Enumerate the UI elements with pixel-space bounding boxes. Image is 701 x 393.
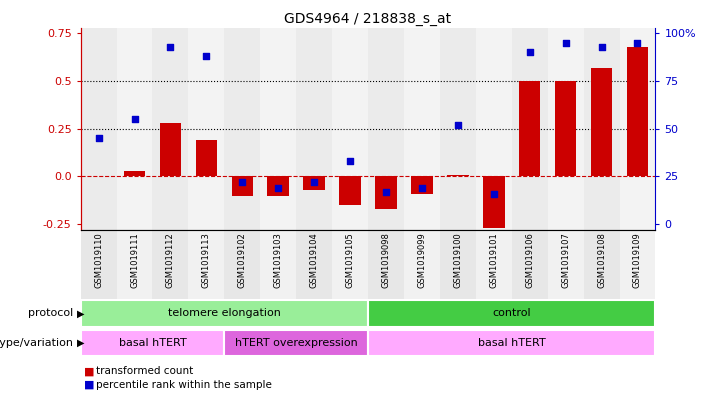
- Bar: [447, 174, 468, 176]
- Text: percentile rank within the sample: percentile rank within the sample: [96, 380, 272, 390]
- Bar: [368, 28, 404, 230]
- Bar: [81, 300, 368, 327]
- Text: GSM1019107: GSM1019107: [561, 232, 570, 288]
- Text: genotype/variation: genotype/variation: [0, 338, 74, 348]
- Bar: [547, 28, 584, 230]
- Text: control: control: [492, 309, 531, 318]
- Bar: [153, 28, 189, 230]
- Bar: [476, 28, 512, 230]
- Text: GSM1019110: GSM1019110: [94, 232, 103, 288]
- Point: [129, 116, 140, 122]
- Bar: [260, 230, 297, 299]
- Bar: [440, 28, 476, 230]
- Bar: [304, 176, 325, 190]
- Text: GSM1019111: GSM1019111: [130, 232, 139, 288]
- Bar: [512, 28, 547, 230]
- Bar: [368, 230, 404, 299]
- Text: GSM1019103: GSM1019103: [273, 232, 283, 288]
- Title: GDS4964 / 218838_s_at: GDS4964 / 218838_s_at: [285, 13, 451, 26]
- Bar: [224, 330, 368, 356]
- Bar: [404, 28, 440, 230]
- Point: [596, 44, 607, 50]
- Text: GSM1019100: GSM1019100: [454, 232, 463, 288]
- Text: ■: ■: [84, 366, 95, 376]
- Bar: [375, 176, 397, 209]
- Point: [452, 122, 463, 128]
- Bar: [297, 230, 332, 299]
- Bar: [116, 28, 153, 230]
- Text: GSM1019112: GSM1019112: [166, 232, 175, 288]
- Bar: [116, 230, 153, 299]
- Point: [488, 191, 499, 197]
- Bar: [189, 28, 224, 230]
- Bar: [332, 28, 368, 230]
- Text: GSM1019106: GSM1019106: [525, 232, 534, 288]
- Bar: [81, 330, 224, 356]
- Bar: [339, 176, 361, 205]
- Bar: [160, 123, 181, 176]
- Point: [93, 135, 104, 141]
- Text: GSM1019098: GSM1019098: [381, 232, 390, 288]
- Bar: [268, 176, 289, 196]
- Text: GSM1019101: GSM1019101: [489, 232, 498, 288]
- Text: basal hTERT: basal hTERT: [478, 338, 545, 348]
- Text: GSM1019104: GSM1019104: [310, 232, 319, 288]
- Text: transformed count: transformed count: [96, 366, 193, 376]
- Bar: [476, 230, 512, 299]
- Bar: [368, 300, 655, 327]
- Point: [381, 189, 392, 195]
- Bar: [196, 140, 217, 176]
- Bar: [231, 176, 253, 196]
- Text: GSM1019102: GSM1019102: [238, 232, 247, 288]
- Bar: [620, 28, 655, 230]
- Bar: [591, 68, 613, 176]
- Bar: [224, 230, 260, 299]
- Bar: [547, 230, 584, 299]
- Bar: [124, 171, 145, 176]
- Bar: [519, 81, 540, 176]
- Point: [308, 179, 320, 185]
- Bar: [584, 28, 620, 230]
- Bar: [368, 330, 655, 356]
- Point: [524, 49, 536, 55]
- Point: [273, 185, 284, 191]
- Bar: [189, 230, 224, 299]
- Bar: [627, 47, 648, 176]
- Text: GSM1019113: GSM1019113: [202, 232, 211, 288]
- Text: GSM1019109: GSM1019109: [633, 232, 642, 288]
- Bar: [224, 28, 260, 230]
- Text: basal hTERT: basal hTERT: [118, 338, 186, 348]
- Bar: [332, 230, 368, 299]
- Point: [200, 53, 212, 59]
- Text: GSM1019105: GSM1019105: [346, 232, 355, 288]
- Bar: [81, 230, 116, 299]
- Text: telomere elongation: telomere elongation: [168, 309, 281, 318]
- Bar: [512, 230, 547, 299]
- Point: [165, 44, 176, 50]
- Bar: [260, 28, 297, 230]
- Bar: [153, 230, 189, 299]
- Text: GSM1019099: GSM1019099: [417, 232, 426, 288]
- Bar: [440, 230, 476, 299]
- Bar: [404, 230, 440, 299]
- Bar: [81, 28, 116, 230]
- Bar: [297, 28, 332, 230]
- Point: [632, 40, 643, 46]
- Bar: [411, 176, 433, 194]
- Bar: [584, 230, 620, 299]
- Text: hTERT overexpression: hTERT overexpression: [235, 338, 358, 348]
- Point: [344, 158, 355, 164]
- Bar: [555, 81, 576, 176]
- Point: [237, 179, 248, 185]
- Text: ▶: ▶: [77, 338, 85, 348]
- Point: [560, 40, 571, 46]
- Text: protocol: protocol: [28, 309, 74, 318]
- Text: GSM1019108: GSM1019108: [597, 232, 606, 288]
- Bar: [620, 230, 655, 299]
- Text: ▶: ▶: [77, 309, 85, 318]
- Text: ■: ■: [84, 380, 95, 390]
- Point: [416, 185, 428, 191]
- Bar: [483, 176, 505, 228]
